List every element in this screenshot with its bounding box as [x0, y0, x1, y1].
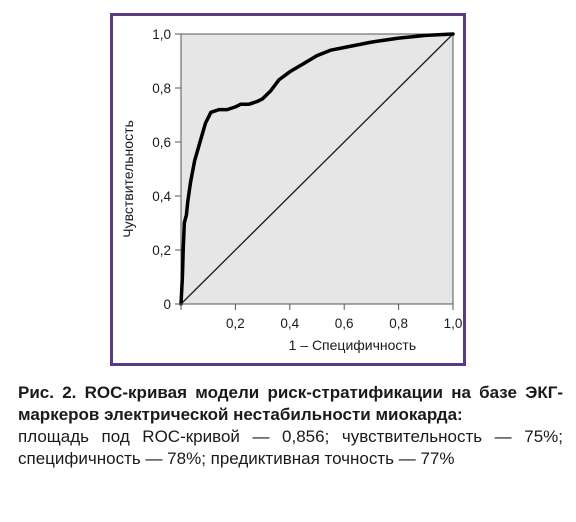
- x-tick-label: 0,4: [280, 316, 299, 331]
- caption-body: площадь под ROC-кривой — 0,856; чувствит…: [18, 427, 563, 468]
- caption-title: Рис. 2. ROC-кривая модели риск-стратифик…: [18, 383, 563, 424]
- x-tick-label: 0,6: [335, 316, 354, 331]
- y-tick-label: 0,2: [152, 243, 171, 258]
- x-tick-label: 0,8: [389, 316, 408, 331]
- roc-chart: 0,2 0,4 0,6 0,8 1,0 0 0,2 0,4 0,6 0,8 1,0 1 – Спе…: [120, 27, 463, 353]
- y-tick-label: 0,4: [152, 189, 171, 204]
- y-tick-label: 0,8: [152, 81, 171, 96]
- y-tick-label: 0,6: [152, 135, 171, 150]
- reference-diagonal: [180, 33, 454, 305]
- y-axis-label: Чувствительность: [120, 120, 136, 238]
- roc-curve: [179, 32, 455, 306]
- y-axis: 0 0,2 0,4 0,6 0,8 1,0: [152, 27, 181, 312]
- figure-caption: Рис. 2. ROC-кривая модели риск-стратифик…: [18, 382, 563, 470]
- x-tick-label: 0,2: [226, 316, 245, 331]
- x-axis-label: 1 – Специфичность: [289, 337, 417, 353]
- y-tick-label: 1,0: [152, 27, 171, 42]
- chart-frame: 0,2 0,4 0,6 0,8 1,0 0 0,2 0,4 0,6 0,8 1,0 1 – Спе…: [110, 13, 466, 366]
- y-tick-label: 0: [163, 297, 171, 312]
- x-axis: 0,2 0,4 0,6 0,8 1,0: [180, 303, 463, 331]
- x-tick-label: 1,0: [444, 316, 463, 331]
